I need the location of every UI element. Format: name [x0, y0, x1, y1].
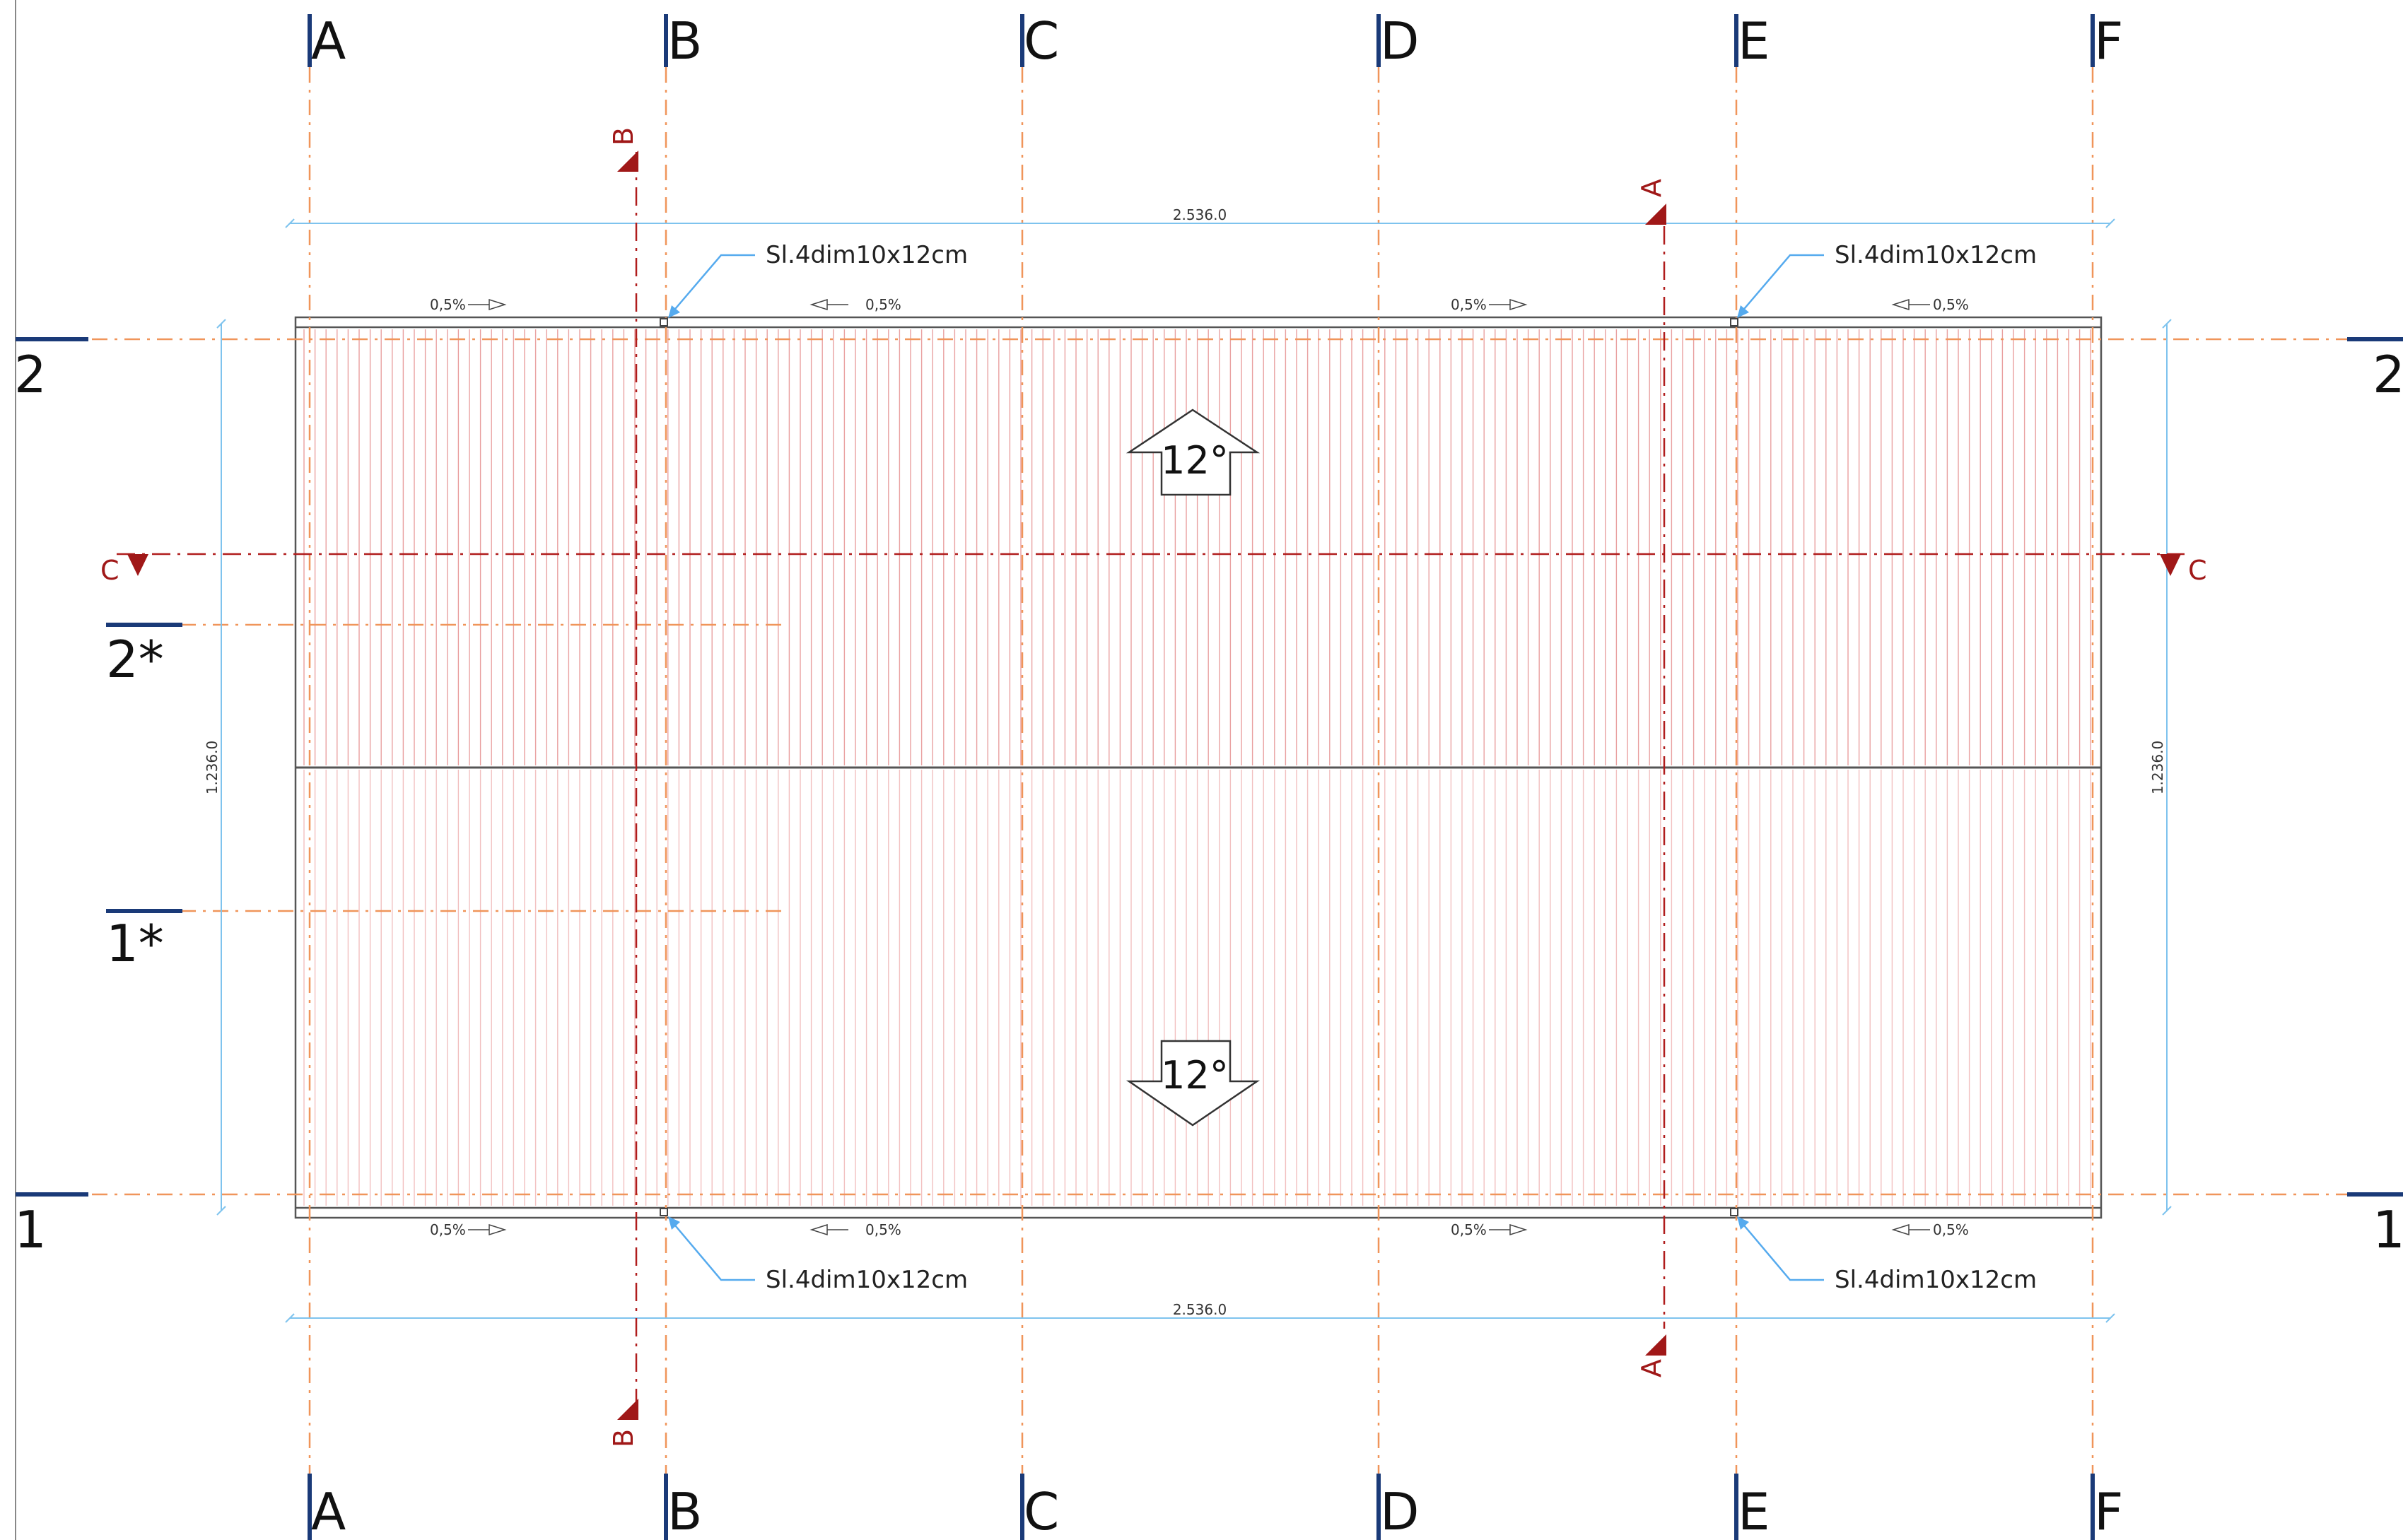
section-label-a-bottom: A [1636, 1359, 1667, 1377]
row-grid: 2 1 2* 1* 2 1 [14, 337, 2403, 1259]
section-marker-c-right [2160, 554, 2181, 576]
gutter-label-top-2: 0,5% [865, 296, 901, 313]
downpipe-bottom-left [660, 1208, 668, 1216]
section-label-c-right: C [2188, 555, 2207, 586]
grid-label-row-1: 1 [14, 1200, 47, 1259]
downpipe-bottom-right [1730, 1208, 1738, 1216]
section-label-c-left: C [100, 555, 119, 586]
grid-label-bottom-e: E [1738, 1482, 1770, 1540]
gutter-slope-annotations: 0,5% 0,5% 0,5% 0,5% 0,5% 0,5% 0,5% 0,5% [430, 296, 1969, 1238]
section-marker-b-bottom [617, 1399, 638, 1420]
section-label-a-top: A [1636, 179, 1667, 197]
dimension-left-height: 1.236.0 [204, 741, 221, 794]
grid-label-row-2-star: 2* [106, 630, 164, 689]
section-cuts: B B A A C C [100, 127, 2207, 1447]
downpipe-callouts: Sl.4dim10x12cm Sl.4dim10x12cm Sl.4dim10x… [660, 241, 2037, 1294]
column-grid: A A B B C C D D E E F F [308, 11, 2123, 1540]
downpipe-label-bottom-right: Sl.4dim10x12cm [1835, 1266, 2037, 1294]
grid-label-top-f: F [2094, 11, 2123, 71]
grid-label-bottom-a: A [311, 1482, 346, 1540]
slope-arrow-lower: 12° [1126, 1040, 1261, 1127]
downpipe-top-left [660, 318, 668, 327]
grid-label-row-1-star: 1* [106, 914, 164, 973]
grid-label-bottom-c: C [1024, 1482, 1059, 1540]
grid-label-bottom-d: D [1380, 1482, 1419, 1540]
gutter-label-bottom-2: 0,5% [865, 1221, 901, 1238]
grid-label-top-d: D [1380, 11, 1419, 71]
section-label-b-bottom: B [608, 1429, 639, 1447]
dimension-lines: 2.536.0 2.536.0 1.236.0 1.236.0 [204, 206, 2172, 1323]
slope-arrow-upper: 12° [1126, 408, 1261, 496]
slope-label-lower: 12° [1161, 1053, 1229, 1098]
grid-label-top-c: C [1024, 11, 1059, 71]
dimension-right-height: 1.236.0 [2149, 741, 2166, 794]
roof-outline [294, 316, 2103, 1219]
dimension-bottom-length: 2.536.0 [1173, 1301, 1227, 1318]
downpipe-label-bottom-left: Sl.4dim10x12cm [766, 1266, 968, 1294]
grid-label-row-2-right: 2 [2373, 345, 2403, 404]
downpipe-label-top-right: Sl.4dim10x12cm [1835, 241, 2037, 269]
grid-label-top-b: B [667, 11, 702, 71]
grid-label-bottom-b: B [667, 1482, 702, 1540]
dimension-top-length: 2.536.0 [1173, 206, 1227, 223]
grid-label-top-e: E [1738, 11, 1770, 71]
gutter-label-top-3: 0,5% [1451, 296, 1487, 313]
roof-panel-hatching [303, 329, 2091, 1206]
downpipe-top-right [1730, 318, 1738, 327]
gutter-label-top-4: 0,5% [1933, 296, 1969, 313]
gutter-label-bottom-3: 0,5% [1451, 1221, 1487, 1238]
section-marker-a-top [1645, 204, 1666, 225]
downpipe-label-top-left: Sl.4dim10x12cm [766, 241, 968, 269]
section-marker-c-left [127, 554, 148, 576]
section-marker-b-top [617, 151, 638, 172]
section-label-b-top: B [608, 127, 639, 146]
grid-label-top-a: A [311, 11, 346, 71]
slope-label-upper: 12° [1161, 438, 1229, 483]
grid-label-row-1-right: 1 [2373, 1200, 2403, 1259]
gutter-label-top-1: 0,5% [430, 296, 466, 313]
grid-label-row-2: 2 [14, 345, 47, 404]
gutter-label-bottom-4: 0,5% [1933, 1221, 1969, 1238]
section-marker-a-bottom [1645, 1334, 1666, 1356]
grid-label-bottom-f: F [2094, 1482, 2123, 1540]
gutter-label-bottom-1: 0,5% [430, 1221, 466, 1238]
